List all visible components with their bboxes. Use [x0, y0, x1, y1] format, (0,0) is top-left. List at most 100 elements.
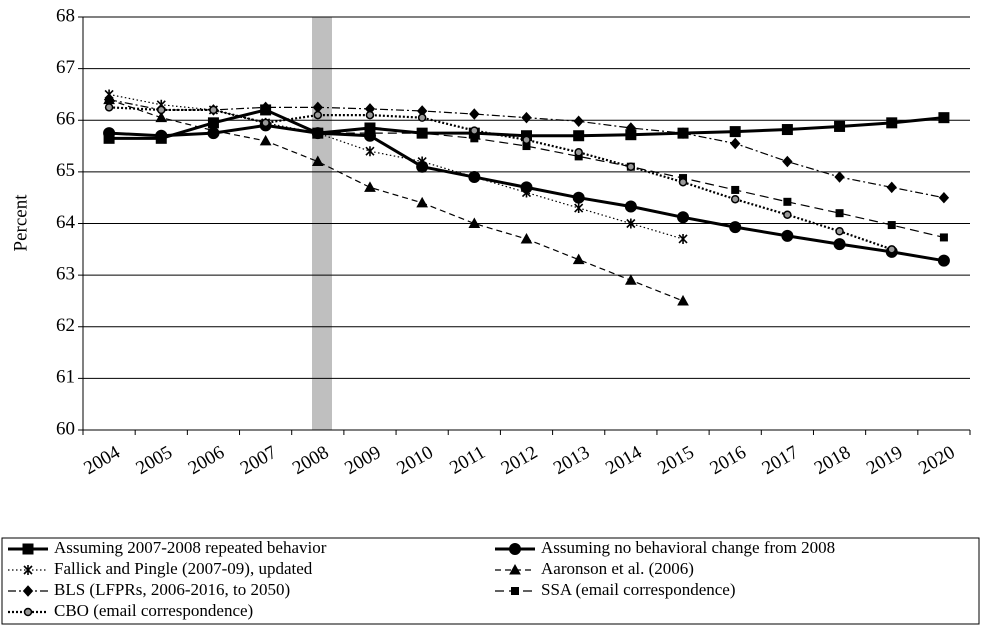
data-point: [730, 194, 740, 204]
data-point: [833, 238, 846, 251]
data-point: [521, 187, 532, 198]
y-tick-label: 61: [56, 367, 75, 388]
y-tick-label: 66: [56, 109, 75, 130]
legend-label: CBO (email correspondence): [54, 601, 253, 620]
data-point: [470, 134, 479, 143]
legend-marker: [22, 543, 34, 555]
data-point: [574, 203, 584, 214]
legend-box: [1, 537, 980, 625]
data-point: [783, 210, 792, 219]
data-point: [887, 221, 896, 230]
y-tick-label: 65: [56, 160, 75, 181]
data-point: [311, 155, 324, 167]
legend-label: BLS (LFPRs, 2006-2016, to 2050): [54, 580, 290, 599]
x-tick-label: 2014: [602, 442, 646, 479]
data-point: [781, 229, 794, 242]
data-point: [469, 108, 480, 120]
data-point: [677, 127, 689, 139]
data-point: [626, 162, 636, 171]
data-point: [520, 232, 533, 244]
x-tick-label: 2015: [654, 442, 697, 479]
data-point: [417, 113, 427, 122]
x-tick-label: 2019: [863, 442, 906, 479]
legend-marker: [511, 587, 519, 595]
data-point: [468, 217, 481, 228]
data-point: [157, 105, 166, 115]
data-point: [313, 129, 322, 138]
series-line: [108, 93, 684, 240]
data-point: [261, 118, 270, 128]
data-point: [155, 129, 168, 142]
data-point: [573, 115, 584, 128]
data-point: [417, 156, 427, 167]
legend-marker: [509, 563, 521, 575]
legend-marker: [509, 543, 521, 555]
data-point: [729, 221, 742, 234]
y-tick-label: 68: [56, 5, 75, 26]
data-point: [938, 112, 950, 124]
x-tick-label: 2018: [811, 442, 854, 479]
data-point: [729, 126, 741, 138]
x-tick-label: 2013: [550, 442, 593, 479]
x-tick-label: 2009: [341, 442, 384, 479]
y-axis-label: Percent: [10, 194, 31, 252]
data-point: [522, 135, 531, 145]
x-tick-label: 2020: [915, 442, 958, 479]
data-point: [677, 294, 689, 306]
data-point: [731, 185, 740, 194]
data-point: [365, 129, 374, 138]
legend-label: Assuming 2007-2008 repeated behavior: [54, 538, 327, 557]
data-point: [783, 197, 792, 206]
x-tick-label: 2010: [393, 442, 436, 479]
x-tick-label: 2008: [289, 442, 332, 479]
data-point: [677, 211, 690, 224]
legend-marker: [23, 565, 33, 575]
legend: Assuming 2007-2008 repeated behavior Assu…: [8, 538, 835, 620]
legend-label: SSA (email correspondence): [541, 580, 736, 599]
data-point: [624, 200, 637, 213]
data-point: [207, 124, 220, 136]
data-point: [938, 191, 950, 204]
data-point: [418, 129, 427, 138]
data-point: [155, 111, 168, 123]
data-point: [782, 155, 793, 168]
x-tick-label: 2011: [446, 442, 489, 479]
legend-label: Aaronson et al. (2006): [541, 559, 694, 578]
data-point: [209, 105, 218, 115]
y-tick-label: 67: [56, 57, 75, 78]
y-tick-label: 63: [56, 263, 75, 284]
data-point: [625, 274, 637, 285]
data-point: [365, 146, 375, 157]
legend-label: Assuming no behavioral change from 2008: [541, 538, 835, 557]
x-tick-label: 2004: [80, 442, 124, 479]
data-point: [834, 171, 845, 183]
data-point: [521, 111, 532, 124]
data-point: [626, 218, 636, 229]
y-tick-label: 64: [56, 212, 76, 233]
data-point: [104, 103, 114, 112]
data-point: [469, 172, 479, 183]
data-point: [572, 253, 585, 265]
data-point: [625, 122, 637, 134]
data-point: [730, 137, 741, 150]
legend-marker: [22, 585, 34, 597]
x-tick-label: 2016: [706, 442, 749, 479]
x-tick-label: 2005: [133, 442, 176, 479]
data-point: [573, 130, 585, 142]
x-tick-label: 2007: [237, 442, 280, 479]
data-point: [939, 233, 948, 242]
data-point: [470, 126, 479, 135]
data-point: [416, 196, 428, 208]
series-line: [108, 99, 684, 302]
data-point: [365, 110, 375, 120]
x-tick-label: 2012: [498, 442, 541, 479]
x-tick-label: 2017: [759, 442, 802, 479]
x-tick-label: 2006: [185, 442, 228, 479]
y-tick-label: 60: [56, 418, 75, 439]
data-point: [678, 233, 688, 244]
data-point: [313, 110, 323, 120]
data-point: [835, 209, 844, 218]
data-point: [886, 181, 897, 194]
data-point: [259, 134, 272, 146]
